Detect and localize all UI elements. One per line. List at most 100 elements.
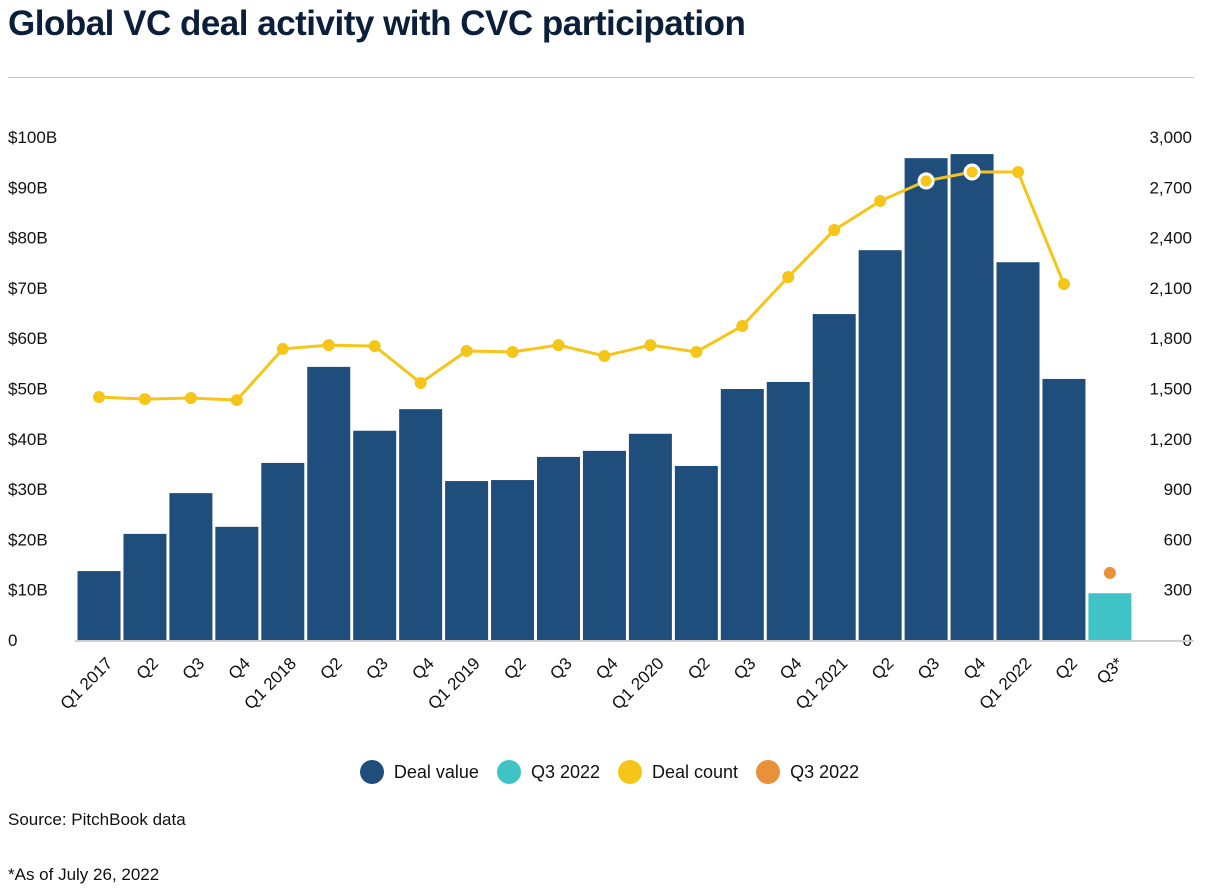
x-axis-label: Q3	[179, 654, 208, 683]
bar-deal-value	[445, 481, 489, 640]
left-axis-tick: $50B	[8, 380, 48, 399]
legend-label: Deal count	[652, 761, 739, 782]
bar-q3-2022	[1088, 593, 1132, 640]
x-axis-label: Q2	[317, 654, 346, 683]
left-axis-tick: $10B	[8, 581, 48, 600]
deal-count-point	[690, 345, 703, 358]
legend-swatch	[618, 760, 642, 784]
legend-label: Q3 2022	[530, 761, 600, 782]
deal-count-point	[598, 349, 611, 362]
deal-count-point	[1057, 278, 1070, 291]
chart-title: Global VC deal activity with CVC partici…	[8, 4, 746, 43]
deal-count-point	[1012, 166, 1024, 179]
bar-deal-value	[537, 456, 580, 640]
bar-deal-value	[169, 493, 213, 640]
x-axis-label: Q3	[362, 654, 391, 683]
bar-deal-value	[628, 433, 672, 640]
deal-count-point	[644, 339, 657, 352]
left-axis-tick: $40B	[8, 430, 48, 449]
deal-count-point	[93, 391, 105, 404]
deal-count-point	[230, 394, 243, 407]
bar-deal-value	[261, 462, 305, 640]
x-axis-label: Q3	[730, 654, 759, 683]
left-axis-tick: $90B	[8, 178, 48, 197]
bar-deal-value	[77, 571, 121, 640]
deal-count-point	[184, 392, 197, 405]
right-axis-tick: 300	[1164, 581, 1192, 600]
right-axis-tick: 900	[1164, 480, 1192, 499]
deal-count-point	[138, 393, 151, 406]
bar-deal-value	[766, 381, 810, 640]
left-axis-tick: $30B	[8, 480, 48, 499]
bar-deal-value	[399, 409, 443, 640]
right-axis-tick: 600	[1164, 530, 1192, 549]
legend: Deal value Q3 2022 Deal count Q3 2022	[0, 760, 1219, 784]
bar-deal-value	[674, 465, 718, 640]
bar-deal-value	[858, 250, 902, 641]
x-axis-label: Q4	[960, 654, 989, 683]
left-axis-tick: $70B	[8, 279, 48, 298]
left-axis-tick: $80B	[8, 229, 48, 248]
x-axis-label: Q1 2017	[57, 654, 117, 714]
right-axis-tick: 2,400	[1149, 229, 1192, 248]
left-axis-tick: $100B	[8, 128, 57, 147]
right-axis-tick: 2,700	[1149, 178, 1192, 197]
footnote: *As of July 26, 2022	[8, 865, 160, 884]
x-axis-label: Q3	[914, 654, 943, 683]
right-axis-tick: 1,800	[1149, 329, 1192, 348]
deal-count-point	[506, 345, 519, 358]
deal-count-point	[322, 339, 335, 352]
legend-swatch	[496, 760, 521, 784]
legend-deal-count: Deal count	[618, 760, 738, 784]
left-axis-tick: 0	[8, 631, 17, 650]
source-note: Source: PitchBook data	[8, 810, 186, 829]
bar-deal-value	[215, 526, 259, 640]
bar-deal-value	[996, 262, 1040, 640]
bar-deal-value	[353, 430, 397, 640]
bar-deal-value	[491, 480, 535, 640]
bar-deal-value	[812, 314, 856, 640]
right-axis-tick: 3,000	[1149, 128, 1192, 147]
deal-count-point	[368, 340, 381, 353]
bar-deal-value	[1042, 378, 1086, 640]
x-axis-label: Q2	[1052, 654, 1081, 683]
x-axis-label: Q2	[133, 654, 162, 683]
legend-q3-2022-value: Q3 2022	[496, 760, 600, 784]
x-axis-label: Q4	[776, 654, 805, 683]
deal-count-point	[552, 339, 565, 352]
deal-count-point	[782, 271, 795, 284]
bar-deal-value	[950, 154, 994, 641]
x-axis-label: Q2	[868, 654, 897, 683]
x-axis-label: Q4	[592, 654, 621, 683]
x-axis-label: Q4	[225, 654, 254, 683]
title-divider	[8, 77, 1194, 78]
bar-deal-value	[582, 450, 626, 640]
legend-q3-2022-count: Q3 2022	[756, 760, 859, 784]
bar-deal-value	[720, 389, 764, 640]
deal-count-point	[828, 224, 841, 237]
deal-count-point	[276, 342, 289, 355]
right-axis-tick: 2,100	[1149, 279, 1192, 298]
x-axis-label: Q3	[546, 654, 575, 683]
x-axis-label: Q4	[408, 654, 437, 683]
deal-count-point	[414, 376, 427, 389]
deal-count-line	[98, 170, 1066, 402]
deal-count-point	[460, 344, 473, 357]
deal-count-point	[963, 163, 981, 181]
x-axis-label: Q2	[684, 654, 713, 683]
left-axis-tick: $20B	[8, 530, 48, 549]
legend-label: Q3 2022	[790, 761, 860, 782]
deal-count-point	[736, 319, 749, 332]
legend-deal-value: Deal value	[359, 760, 479, 784]
legend-label: Deal value	[393, 761, 479, 782]
deal-count-point	[874, 195, 887, 208]
bar-deal-value	[904, 158, 948, 640]
x-axis-label: Q3*	[1093, 654, 1127, 688]
bar-deal-value	[123, 533, 167, 640]
q3-2022-count-point	[1103, 566, 1116, 579]
bar-deal-value	[307, 366, 351, 640]
legend-swatch	[359, 760, 384, 784]
right-axis-tick: 1,200	[1149, 430, 1192, 449]
legend-swatch	[756, 760, 781, 784]
